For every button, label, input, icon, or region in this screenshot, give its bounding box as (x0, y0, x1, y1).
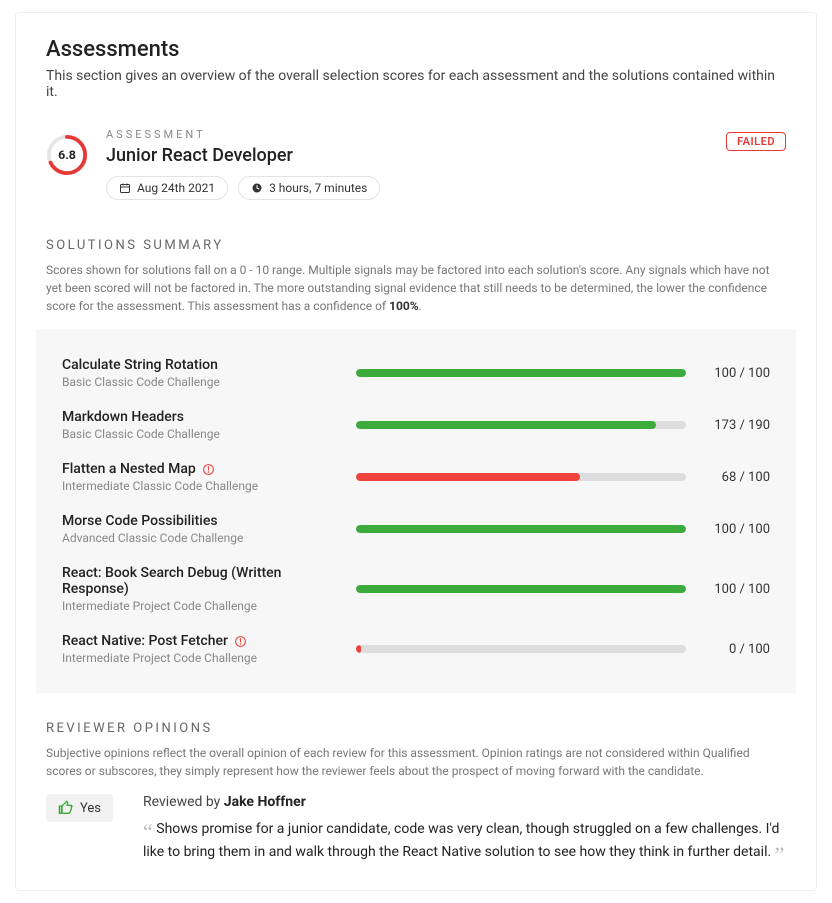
solution-subtitle: Intermediate Project Code Challenge (62, 651, 342, 665)
assessment-header: 6.8 Assessment Junior React Developer Au… (16, 128, 816, 200)
solution-row: Morse Code Possibilities Advanced Classic… (62, 503, 770, 555)
solutions-description: Scores shown for solutions fall on a 0 -… (46, 261, 786, 315)
progress-bar (356, 525, 686, 533)
duration-text: 3 hours, 7 minutes (269, 181, 367, 195)
solution-info: React: Book Search Debug (Written Respon… (62, 565, 342, 613)
solution-info: React Native: Post Fetcher Intermediate P… (62, 633, 342, 665)
solution-title: Flatten a Nested Map (62, 461, 342, 477)
solution-title-text: React: Book Search Debug (Written Respon… (62, 565, 342, 597)
progress-fill (356, 369, 686, 377)
status-badge: FAILED (726, 132, 786, 151)
assessment-title: Junior React Developer (106, 145, 380, 166)
clock-icon (251, 182, 263, 194)
solution-info: Markdown Headers Basic Classic Code Chall… (62, 409, 342, 441)
solution-title-text: Markdown Headers (62, 409, 184, 425)
reviewed-by: Reviewed by Jake Hoffner (143, 794, 786, 810)
open-quote-icon: “ (143, 819, 153, 844)
ring-score-text: 6.8 (58, 148, 76, 163)
progress-fill (356, 645, 361, 653)
solution-row: React: Book Search Debug (Written Respon… (62, 555, 770, 623)
solution-info: Calculate String Rotation Basic Classic C… (62, 357, 342, 389)
assessment-label: Assessment (106, 128, 380, 141)
solution-title: Markdown Headers (62, 409, 342, 425)
progress-bar (356, 473, 686, 481)
reviewer-heading: REVIEWER OPINIONS (46, 721, 786, 736)
solution-row: Flatten a Nested Map Intermediate Classic… (62, 451, 770, 503)
reviewer-name: Jake Hoffner (224, 794, 306, 810)
warning-icon (234, 635, 247, 648)
solution-row: Calculate String Rotation Basic Classic C… (62, 347, 770, 399)
solutions-list: Calculate String Rotation Basic Classic C… (36, 329, 796, 693)
progress-fill (356, 473, 580, 481)
solution-subtitle: Intermediate Project Code Challenge (62, 599, 342, 613)
review-quote: “ Shows promise for a junior candidate, … (143, 818, 786, 864)
solution-subtitle: Intermediate Classic Code Challenge (62, 479, 342, 493)
solution-title: Morse Code Possibilities (62, 513, 342, 529)
solution-score: 173 / 190 (700, 418, 770, 433)
progress-bar (356, 645, 686, 653)
solution-row: React Native: Post Fetcher Intermediate P… (62, 623, 770, 675)
solution-score: 100 / 100 (700, 582, 770, 597)
confidence-value: 100% (389, 299, 419, 313)
solution-info: Flatten a Nested Map Intermediate Classic… (62, 461, 342, 493)
reviewer-description: Subjective opinions reflect the overall … (46, 744, 786, 780)
thumbs-up-icon (58, 800, 74, 816)
vote-badge: Yes (46, 794, 113, 822)
review-text: Shows promise for a junior candidate, co… (143, 821, 779, 860)
assessments-card: Assessments This section gives an overvi… (15, 12, 817, 891)
progress-bar (356, 585, 686, 593)
progress-fill (356, 585, 686, 593)
date-text: Aug 24th 2021 (137, 181, 215, 195)
solution-title-text: Morse Code Possibilities (62, 513, 218, 529)
solution-score: 100 / 100 (700, 522, 770, 537)
progress-bar (356, 369, 686, 377)
solution-subtitle: Advanced Classic Code Challenge (62, 531, 342, 545)
reviewed-by-prefix: Reviewed by (143, 794, 224, 810)
solution-title-text: React Native: Post Fetcher (62, 633, 228, 649)
page-subtitle: This section gives an overview of the ov… (46, 68, 786, 100)
score-ring: 6.8 (46, 134, 88, 176)
solution-info: Morse Code Possibilities Advanced Classic… (62, 513, 342, 545)
solution-score: 68 / 100 (700, 470, 770, 485)
progress-fill (356, 421, 656, 429)
solution-score: 100 / 100 (700, 366, 770, 381)
solution-title: React Native: Post Fetcher (62, 633, 342, 649)
solutions-heading: SOLUTIONS SUMMARY (46, 238, 786, 253)
solution-title: Calculate String Rotation (62, 357, 342, 373)
solution-row: Markdown Headers Basic Classic Code Chall… (62, 399, 770, 451)
duration-pill: 3 hours, 7 minutes (238, 176, 380, 200)
vote-label: Yes (80, 801, 101, 816)
solution-score: 0 / 100 (700, 642, 770, 657)
page-title: Assessments (46, 37, 786, 62)
solution-subtitle: Basic Classic Code Challenge (62, 427, 342, 441)
progress-fill (356, 525, 686, 533)
date-pill: Aug 24th 2021 (106, 176, 228, 200)
solution-title: React: Book Search Debug (Written Respon… (62, 565, 342, 597)
close-quote-icon: ” (775, 842, 785, 867)
solution-title-text: Flatten a Nested Map (62, 461, 196, 477)
warning-icon (202, 463, 215, 476)
calendar-icon (119, 182, 131, 194)
solution-title-text: Calculate String Rotation (62, 357, 218, 373)
progress-bar (356, 421, 686, 429)
solution-subtitle: Basic Classic Code Challenge (62, 375, 342, 389)
